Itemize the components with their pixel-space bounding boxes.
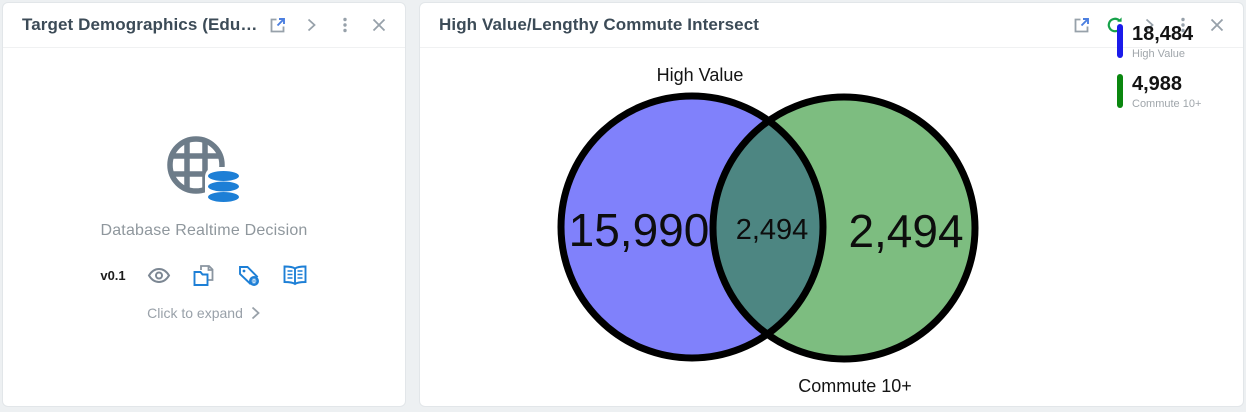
legend-swatch-commute	[1117, 74, 1123, 108]
venn-left-set-label: High Value	[657, 65, 744, 85]
close-icon[interactable]	[1204, 12, 1230, 38]
legend-label: Commute 10+	[1132, 98, 1202, 110]
venn-right-outline	[709, 93, 979, 363]
legend-value: 18,484	[1132, 23, 1194, 45]
chevron-right-icon[interactable]	[298, 12, 324, 38]
legend-value: 4,988	[1132, 73, 1183, 95]
dataset-node[interactable]: Database Realtime Decision v0.1	[3, 49, 405, 406]
open-in-new-icon[interactable]	[1068, 12, 1094, 38]
panel-title: Target Demographics (Edu…	[22, 15, 258, 34]
panel-title: High Value/Lengthy Commute Intersect	[439, 15, 760, 34]
header-actions	[264, 12, 392, 38]
legend-item-high-value[interactable]: 18,484 High Value	[1117, 24, 1201, 60]
venn-legend: 18,484 High Value 4,988 Commute 10+	[1117, 24, 1201, 110]
chevron-right-icon[interactable]	[1136, 12, 1162, 38]
venn-left-value: 15,990	[569, 204, 710, 256]
more-vertical-icon[interactable]	[1170, 12, 1196, 38]
more-vertical-icon[interactable]	[332, 12, 358, 38]
venn-left-outline	[557, 92, 827, 362]
expand-hint-label: Click to expand	[147, 305, 243, 321]
dataset-name: Database Realtime Decision	[100, 222, 308, 239]
panel-header: Target Demographics (Edu…	[3, 3, 405, 48]
legend-item-commute[interactable]: 4,988 Commute 10+	[1117, 74, 1201, 110]
copy-folder-icon[interactable]	[192, 264, 216, 287]
legend-label: High Value	[1132, 48, 1185, 60]
expand-chevron-icon	[251, 306, 260, 320]
dataset-meta-row: v0.1	[100, 264, 307, 287]
venn-right-value: 2,494	[848, 205, 963, 257]
venn-diagram: High Value Commute 10+ 15,990 2,494 2,49…	[420, 49, 1243, 407]
open-in-new-icon[interactable]	[264, 12, 290, 38]
close-icon[interactable]	[366, 12, 392, 38]
panel-target-demographics: Target Demographics (Edu…	[2, 2, 406, 407]
venn-right-set-label: Commute 10+	[798, 376, 912, 396]
venn-intersection[interactable]	[713, 97, 975, 359]
click-to-expand[interactable]: Click to expand	[147, 305, 261, 321]
preview-eye-icon[interactable]	[147, 267, 171, 284]
tag-icon[interactable]	[237, 264, 261, 287]
dataset-version: v0.1	[100, 268, 126, 283]
venn-intersection-value: 2,494	[736, 214, 809, 246]
panel-venn-intersect: High Value/Lengthy Commute Intersect	[419, 2, 1244, 407]
globe-database-icon	[167, 136, 242, 205]
legend-swatch-high-value	[1117, 24, 1123, 58]
data-dictionary-book-icon[interactable]	[282, 265, 308, 286]
